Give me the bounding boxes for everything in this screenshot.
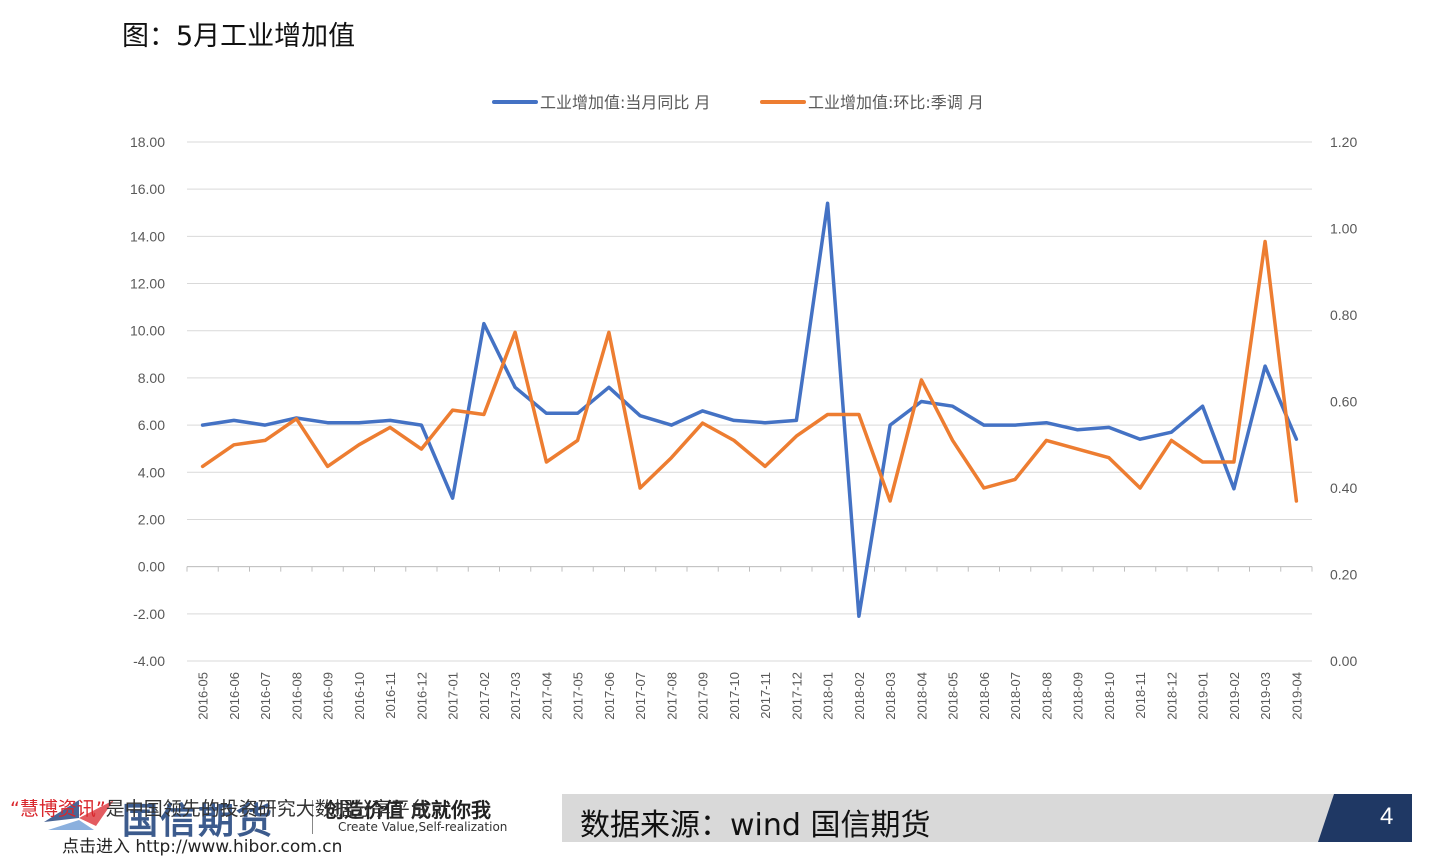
x-tick-label: 2016-11 [383, 672, 398, 719]
series-line-1 [200, 201, 1299, 618]
page-title: 图：5月工业增加值 [122, 21, 356, 52]
watermark-line-1: “慧博资讯”是中国领先的投资研究大数据分享平台 [10, 794, 429, 821]
x-tick-label: 2018-01 [821, 672, 836, 720]
x-tick-label: 2018-12 [1164, 672, 1179, 720]
x-tick-label: 2019-04 [1289, 672, 1304, 720]
x-tick-label: 2016-12 [414, 672, 429, 720]
y-left-tick-label: -2.00 [133, 606, 165, 622]
y-left-tick-label: 2.00 [138, 511, 165, 527]
x-tick-label: 2016-10 [352, 672, 367, 720]
footer-decoration [562, 794, 1412, 842]
x-tick-label: 2018-05 [946, 672, 961, 720]
x-tick-label: 2016-09 [321, 672, 336, 720]
x-tick-label: 2017-12 [789, 672, 804, 720]
watermark-link[interactable]: 点击进入 http://www.hibor.com.cn [62, 837, 343, 857]
x-tick-label: 2016-06 [227, 672, 242, 720]
y-left-tick-label: 10.00 [130, 323, 165, 339]
line-chart: 工业增加值:当月同比 月 工业增加值:环比:季调 月 -4.00 -2.00 0.00… [130, 93, 1358, 720]
x-tick-label: 2017-01 [446, 672, 461, 720]
x-tick-label: 2018-10 [1102, 672, 1117, 720]
watermark-text: 是中国领先的投资研究大数据分享平台 [105, 798, 429, 820]
logo-mark-icon [44, 800, 114, 830]
x-tick-label: 2018-03 [883, 672, 898, 720]
x-tick-label: 2018-08 [1039, 672, 1054, 720]
y-right-tick-label: 0.40 [1330, 480, 1357, 496]
company-logo: 国信期货 创造价值 成就你我 Create Value,Self-realiza… [44, 790, 544, 842]
data-source-label: 数据来源：wind 国信期货 [580, 808, 931, 843]
legend-label-1: 工业增加值:当月同比 月 [540, 93, 710, 112]
watermark-brand: “慧博资讯” [10, 798, 106, 820]
y-right-tick-label: 0.00 [1330, 653, 1357, 669]
y-left-tick-label: 12.00 [130, 276, 165, 292]
y-left-tick-label: 4.00 [138, 464, 165, 480]
y-left-tick-label: 8.00 [138, 370, 165, 386]
y-left-tick-label: 14.00 [130, 228, 165, 244]
chart-grid [187, 141, 1312, 662]
x-tick-label: 2016-08 [289, 672, 304, 720]
x-tick-label: 2018-07 [1008, 672, 1023, 720]
y-right-tick-label: 1.20 [1330, 134, 1357, 150]
page-number: 4 [1380, 803, 1394, 830]
logo-divider [312, 800, 313, 834]
x-tick-label: 2018-11 [1133, 672, 1148, 719]
x-tick-label: 2016-05 [196, 672, 211, 720]
y-right-tick-label: 0.60 [1330, 394, 1357, 410]
x-tick-label: 2017-11 [758, 672, 773, 719]
x-tick-label: 2017-02 [477, 672, 492, 720]
x-tick-label: 2017-09 [696, 672, 711, 720]
x-tick-label: 2019-01 [1196, 672, 1211, 720]
left-y-axis: -4.00 -2.00 0.00 2.00 4.00 6.00 8.00 10.00 12.00… [130, 134, 165, 669]
x-tick-label: 2017-05 [571, 672, 586, 720]
x-tick-label: 2017-08 [664, 672, 679, 720]
y-right-tick-label: 1.00 [1330, 221, 1357, 237]
source-band [562, 794, 1352, 842]
x-tick-label: 2019-03 [1258, 672, 1273, 720]
logo-text: 国信期货 [122, 800, 275, 842]
y-left-tick-label: 0.00 [138, 559, 165, 575]
logo-slogan: 创造价值 成就你我 [324, 798, 491, 822]
x-tick-label: 2017-10 [727, 672, 742, 720]
x-tick-label: 2017-07 [633, 672, 648, 720]
chart-series [200, 201, 1299, 618]
page-number-tab [1318, 794, 1412, 842]
right-y-axis: 0.00 0.20 0.40 0.60 0.80 1.00 1.20 [1330, 134, 1357, 669]
x-tick-label: 2017-04 [539, 672, 554, 720]
x-tick-label: 2018-06 [977, 672, 992, 720]
chart-legend: 工业增加值:当月同比 月 工业增加值:环比:季调 月 [492, 93, 984, 112]
x-tick-label: 2019-02 [1227, 672, 1242, 720]
y-left-tick-label: 18.00 [130, 134, 165, 150]
x-tick-label: 2018-04 [914, 672, 929, 720]
x-tick-label: 2016-07 [258, 672, 273, 720]
y-left-tick-label: -4.00 [133, 653, 165, 669]
y-left-tick-label: 6.00 [138, 417, 165, 433]
x-axis: 2016-05 2016-06 2016-07 2016-08 2016-09 2016-… [186, 566, 1313, 720]
x-tick-label: 2018-09 [1071, 672, 1086, 720]
y-right-tick-label: 0.80 [1330, 307, 1357, 323]
y-right-tick-label: 0.20 [1330, 567, 1357, 583]
x-tick-label: 2018-02 [852, 672, 867, 720]
series-line-2 [200, 239, 1299, 503]
legend-label-2: 工业增加值:环比:季调 月 [808, 93, 984, 112]
logo-slogan-en: Create Value,Self-realization [338, 820, 508, 834]
y-left-tick-label: 16.00 [130, 181, 165, 197]
x-tick-label: 2017-06 [602, 672, 617, 720]
x-tick-label: 2017-03 [508, 672, 523, 720]
